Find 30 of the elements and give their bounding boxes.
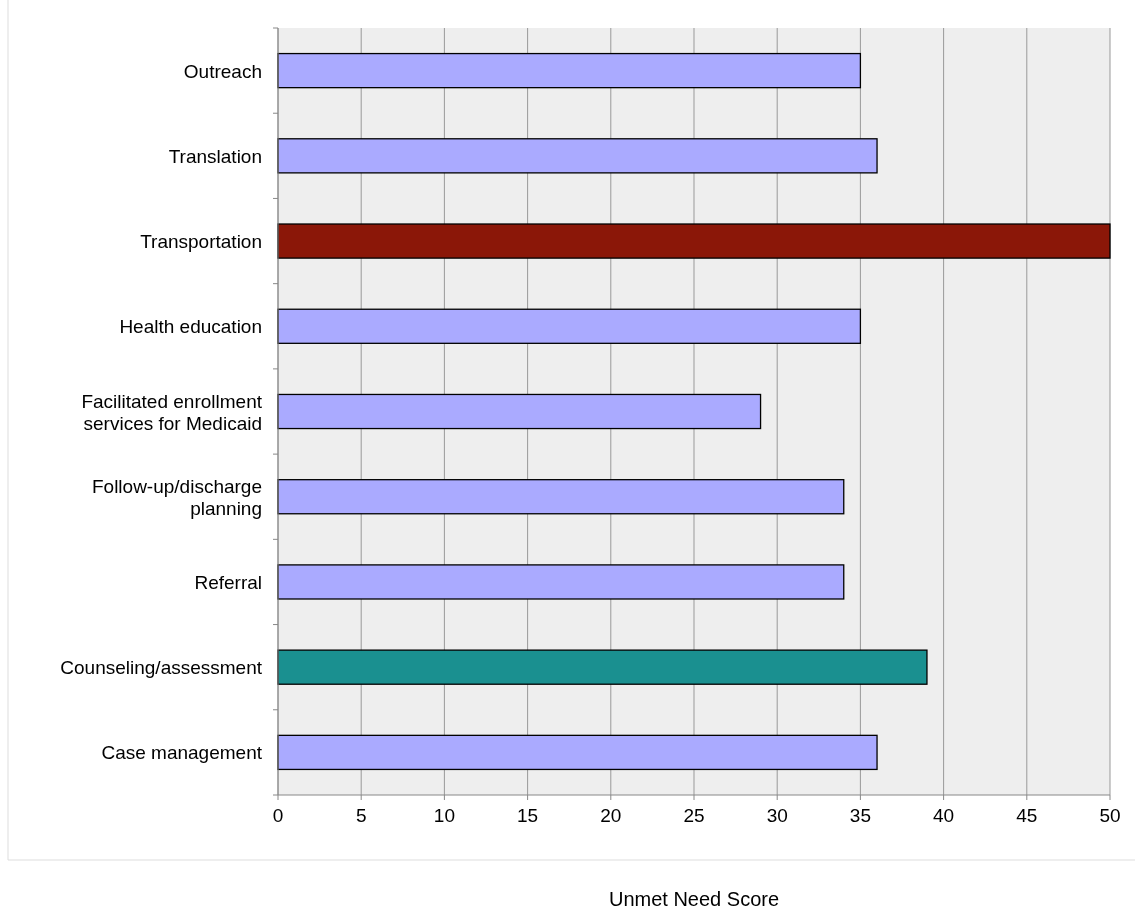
bar — [277, 649, 928, 685]
y-tick-label: Outreach — [183, 60, 262, 82]
x-tick-label: 20 — [600, 805, 622, 826]
bar — [277, 308, 862, 344]
bar — [277, 223, 1111, 259]
y-tick-label: Case management — [101, 741, 263, 763]
x-tick-label: 35 — [849, 805, 871, 826]
bar — [277, 564, 845, 600]
x-tick-label: 10 — [433, 805, 455, 826]
bar — [277, 479, 845, 515]
x-tick-label: 45 — [1016, 805, 1038, 826]
x-tick-label: 50 — [1099, 805, 1121, 826]
y-tick-label: Transportation — [140, 230, 262, 252]
bar — [277, 393, 762, 430]
x-tick-label: 30 — [766, 805, 788, 826]
x-tick-label: 0 — [272, 805, 284, 826]
y-tick-label: Referral — [194, 571, 262, 593]
bar — [277, 734, 878, 771]
y-tick-label: Counseling/assessment — [60, 656, 263, 678]
y-tick-label: Follow-up/discharge planning — [91, 475, 262, 519]
x-tick-label: 15 — [517, 805, 539, 826]
x-tick-label: 40 — [933, 805, 955, 826]
y-tick-label: Facilitated enrollment services for Medicaid — [81, 390, 263, 433]
x-tick-label: 25 — [683, 805, 705, 826]
x-tick-label: 5 — [355, 805, 367, 826]
bar — [277, 52, 862, 89]
x-axis-title: Unmet Need Score — [608, 888, 780, 910]
y-tick-label: Health education — [119, 315, 262, 337]
bar — [277, 138, 878, 174]
y-tick-label: Translation — [168, 145, 262, 167]
